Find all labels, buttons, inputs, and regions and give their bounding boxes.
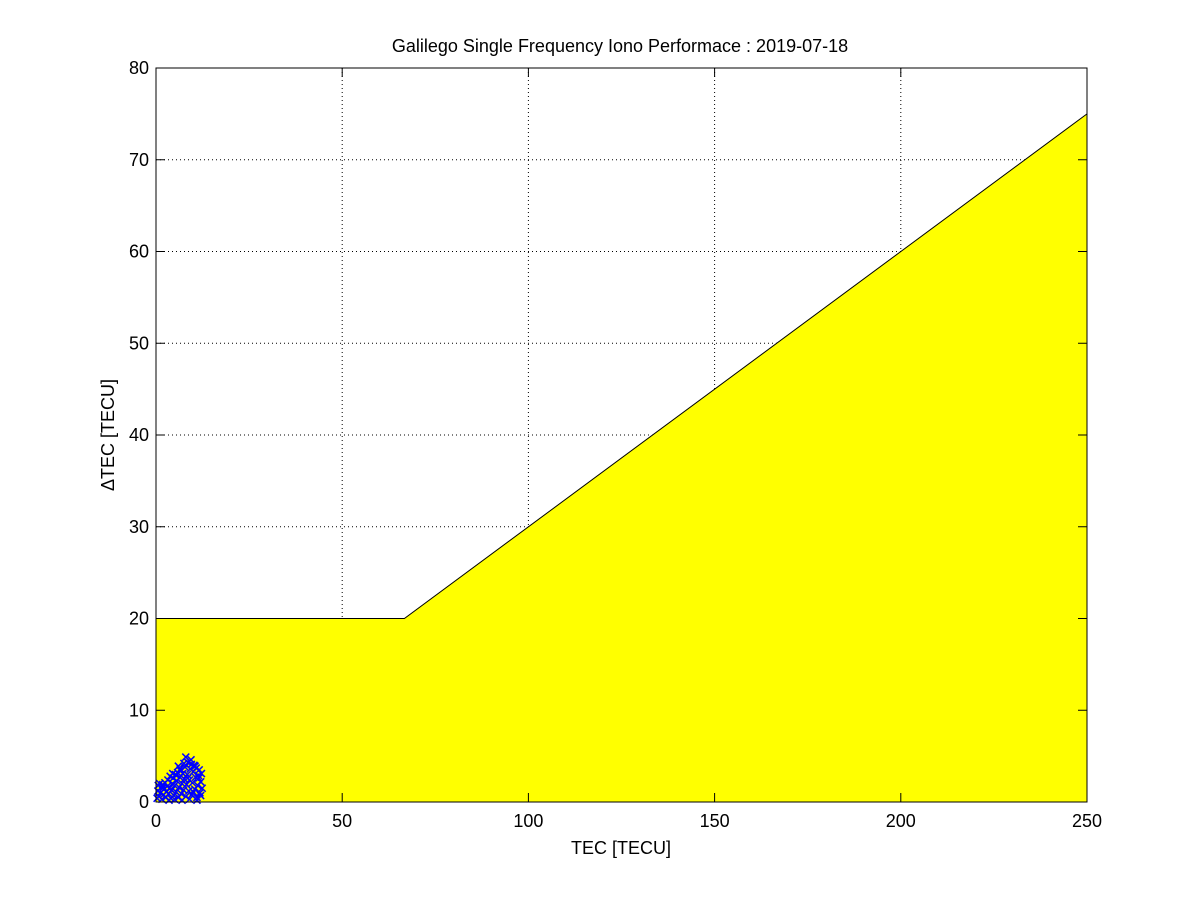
y-tick-label: 0: [139, 792, 149, 812]
x-tick-label: 0: [151, 811, 161, 831]
scatter-point-stroke: [174, 762, 183, 771]
envelope-line: [156, 113, 1088, 619]
scatter-point-stroke: [177, 789, 186, 798]
x-tick-label: 150: [700, 811, 730, 831]
x-tick-label: 50: [332, 811, 352, 831]
chart-title: Galilego Single Frequency Iono Performac…: [392, 36, 848, 56]
scatter-point: [194, 774, 203, 783]
scatter-point-stroke: [172, 771, 181, 780]
scatter-point: [191, 762, 200, 771]
scatter-point-stroke: [167, 786, 176, 795]
x-tick-label: 100: [513, 811, 543, 831]
y-tick-label: 30: [129, 517, 149, 537]
x-axis-ticks: 0 50 100 150 200 250: [151, 68, 1102, 831]
scatter-point: [182, 780, 191, 789]
scatter-point: [195, 788, 204, 797]
scatter-point-stroke: [172, 787, 181, 796]
scatter-point-stroke: [159, 783, 168, 792]
scatter-point-stroke: [189, 787, 198, 796]
scatter-point-stroke: [183, 770, 192, 779]
scatter-point: [181, 753, 190, 762]
y-tick-label: 50: [129, 333, 149, 353]
scatter-point-stroke: [183, 774, 192, 783]
y-axis-title: ΔTEC [TECU]: [98, 379, 118, 491]
scatter-point-stroke: [195, 765, 204, 774]
scatter-point-stroke: [187, 760, 196, 769]
envelope-area: [156, 113, 1087, 802]
scatter-point: [172, 787, 181, 796]
scatter-point-stroke: [188, 778, 197, 787]
scatter-point-stroke: [197, 769, 206, 778]
scatter-point: [177, 789, 186, 798]
y-tick-label: 80: [129, 58, 149, 78]
y-tick-label: 60: [129, 242, 149, 262]
scatter-point: [198, 784, 207, 793]
scatter-point-stroke: [163, 775, 172, 785]
y-tick-label: 20: [129, 609, 149, 629]
scatter-point-stroke: [181, 753, 190, 762]
scatter-point-stroke: [179, 759, 188, 768]
scatter-point-stroke: [182, 780, 191, 789]
scatter-point-stroke: [198, 784, 207, 793]
scatter-point-stroke: [168, 769, 177, 778]
scatter-point: [183, 774, 192, 783]
y-tick-label: 10: [129, 700, 149, 720]
scatter-point-stroke: [155, 779, 164, 788]
scatter-point: [159, 783, 168, 792]
x-tick-label: 250: [1072, 811, 1102, 831]
scatter-point-stroke: [194, 774, 203, 783]
y-tick-label: 40: [129, 425, 149, 445]
x-tick-label: 200: [886, 811, 916, 831]
scatter-point-stroke: [170, 781, 179, 790]
scatter-group: [153, 753, 207, 805]
scatter-point: [168, 769, 177, 778]
y-tick-label: 70: [129, 150, 149, 170]
x-axis-title: TEC [TECU]: [571, 838, 671, 858]
scatter-point-stroke: [195, 788, 204, 797]
scatter-point: [170, 781, 179, 790]
envelope-group: [156, 113, 1088, 802]
scatter-point-stroke: [181, 763, 190, 772]
scatter-point: [167, 786, 176, 795]
scatter-point-stroke: [191, 762, 200, 771]
y-axis-ticks: 0 10 20 30 40 50 60 70 80: [129, 58, 1087, 812]
scatter-point-stroke: [196, 777, 205, 786]
scatter-point: [174, 762, 183, 771]
scatter-point: [189, 787, 198, 796]
scatter-point: [179, 759, 188, 768]
scatter-point: [197, 769, 206, 778]
